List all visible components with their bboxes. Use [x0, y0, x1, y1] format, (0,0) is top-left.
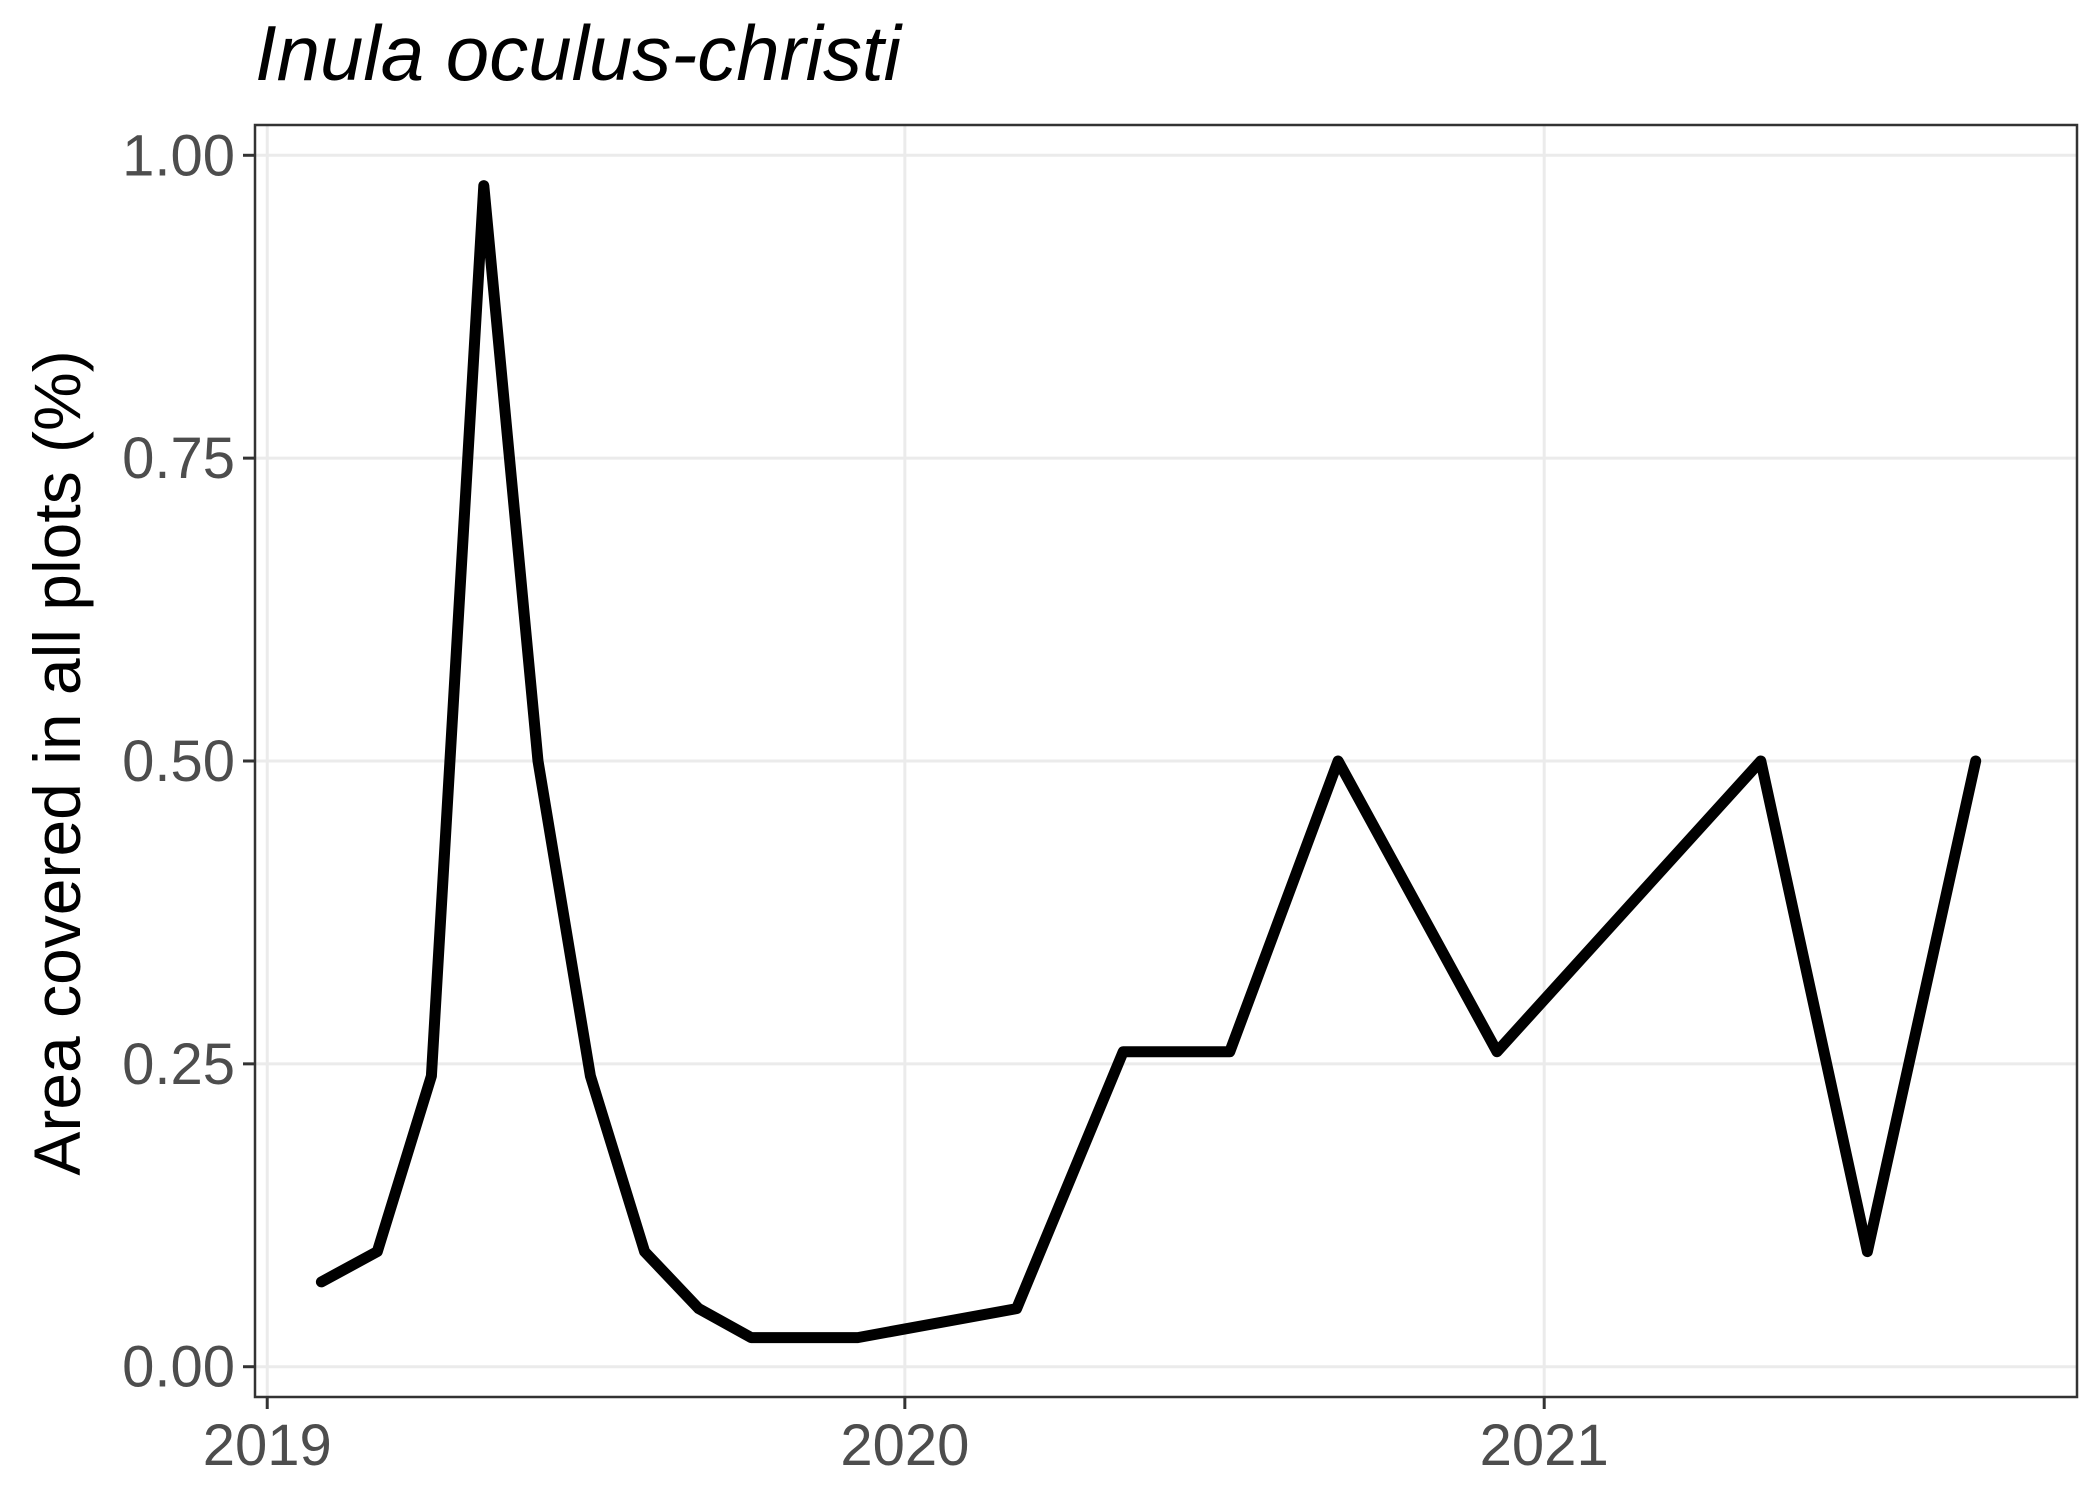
data-point [483, 185, 485, 187]
chart-title: Inula oculus-christi [255, 9, 904, 97]
data-point [1016, 1308, 1018, 1310]
series-layer [315, 180, 1982, 1344]
x-tick-label: 2019 [203, 1413, 332, 1478]
data-point [644, 1251, 646, 1253]
data-point [1122, 1051, 1124, 1053]
data-point [698, 1308, 700, 1310]
y-tick-label: 1.00 [122, 123, 235, 188]
data-point [750, 1337, 752, 1339]
x-tick-label: 2020 [840, 1413, 969, 1478]
data-point [1975, 760, 1977, 762]
grid [255, 125, 2077, 1397]
data-point [1866, 1251, 1868, 1253]
x-tick-label: 2021 [1480, 1413, 1609, 1478]
y-tick-label: 0.25 [122, 1032, 235, 1097]
data-point [430, 1075, 432, 1077]
data-point [376, 1251, 378, 1253]
data-point [320, 1281, 322, 1283]
data-point [1229, 1051, 1231, 1053]
data-point [1337, 760, 1339, 762]
y-tick-label: 0.75 [122, 426, 235, 491]
data-point [804, 1337, 806, 1339]
y-axis-label: Area covered in all plots (%) [20, 350, 94, 1175]
data-point [1760, 760, 1762, 762]
y-tick-label: 0.50 [122, 729, 235, 794]
y-tick-label: 0.00 [122, 1335, 235, 1400]
data-point [1496, 1051, 1498, 1053]
axes: 2019 2020 2021 0.00 0.25 0.50 0.75 1.00 [122, 123, 1609, 1478]
data-point [537, 760, 539, 762]
data-point [857, 1337, 859, 1339]
data-point [589, 1075, 591, 1077]
